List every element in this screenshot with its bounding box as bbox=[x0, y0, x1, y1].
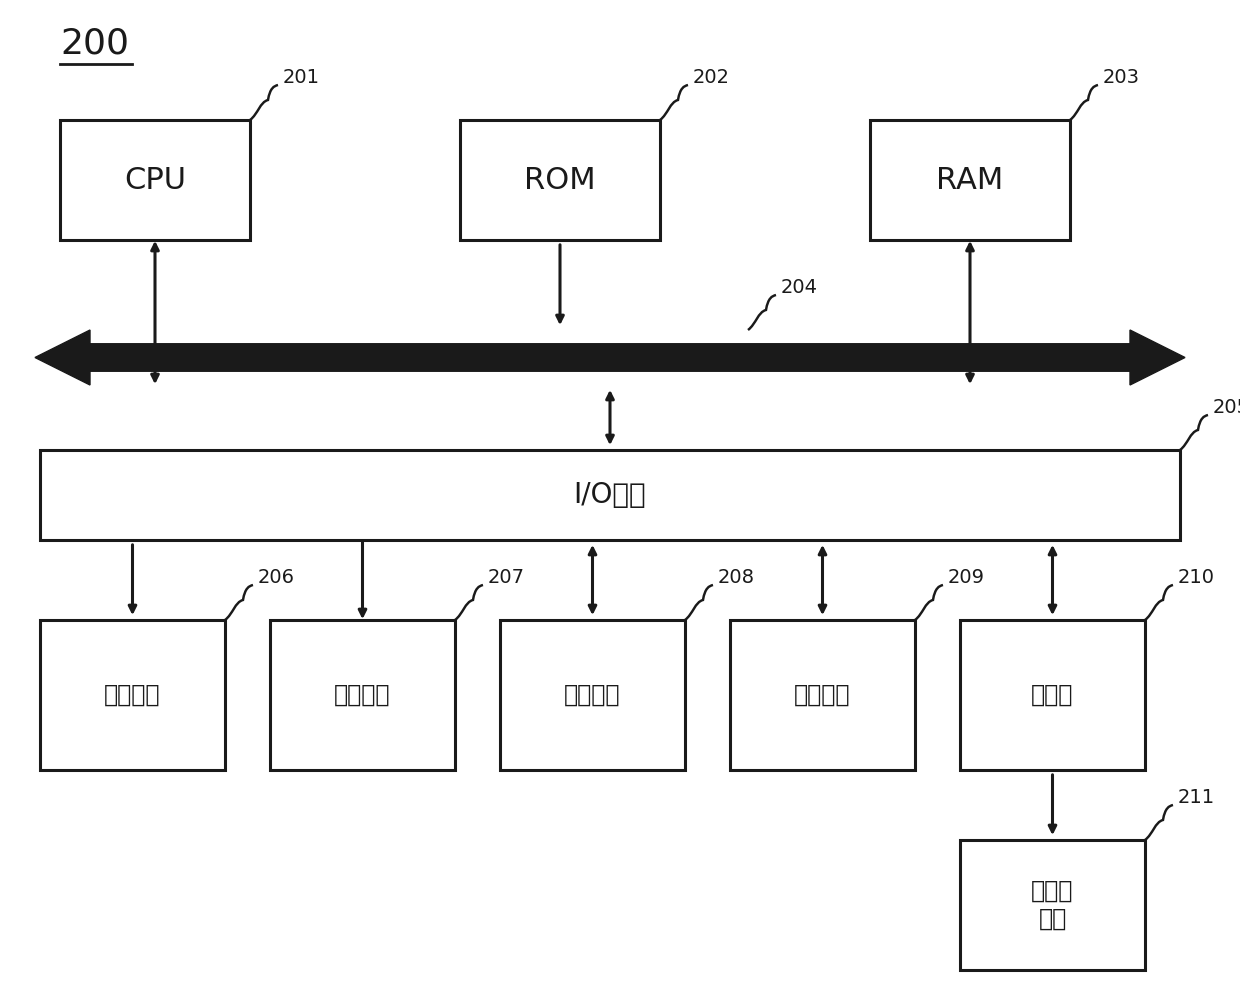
Bar bbox=[500, 620, 684, 770]
Text: 211: 211 bbox=[1178, 788, 1215, 807]
Text: 207: 207 bbox=[489, 568, 525, 587]
Bar bbox=[40, 450, 1180, 540]
Polygon shape bbox=[35, 330, 1185, 385]
Text: 通信部分: 通信部分 bbox=[795, 683, 851, 707]
Text: 储存部分: 储存部分 bbox=[564, 683, 621, 707]
Text: 输入部分: 输入部分 bbox=[104, 683, 161, 707]
Text: 203: 203 bbox=[1104, 68, 1140, 87]
Text: 201: 201 bbox=[283, 68, 320, 87]
Text: 205: 205 bbox=[1213, 397, 1240, 416]
Text: 206: 206 bbox=[258, 568, 295, 587]
Text: 输出部分: 输出部分 bbox=[335, 683, 391, 707]
Text: I/O接口: I/O接口 bbox=[574, 481, 646, 509]
Text: 204: 204 bbox=[781, 278, 818, 297]
Bar bbox=[270, 620, 455, 770]
Text: 202: 202 bbox=[693, 68, 730, 87]
Text: 可拆卸
介质: 可拆卸 介质 bbox=[1032, 879, 1074, 931]
Bar bbox=[960, 840, 1145, 970]
Bar bbox=[870, 120, 1070, 240]
Bar bbox=[460, 120, 660, 240]
Text: 210: 210 bbox=[1178, 568, 1215, 587]
Bar bbox=[40, 620, 224, 770]
Text: RAM: RAM bbox=[936, 165, 1003, 194]
Text: CPU: CPU bbox=[124, 165, 186, 194]
Bar bbox=[730, 620, 915, 770]
Text: 209: 209 bbox=[949, 568, 985, 587]
Bar bbox=[960, 620, 1145, 770]
Text: ROM: ROM bbox=[525, 165, 595, 194]
Text: 驱动器: 驱动器 bbox=[1032, 683, 1074, 707]
Bar bbox=[60, 120, 250, 240]
Text: 200: 200 bbox=[60, 26, 129, 60]
Text: 208: 208 bbox=[718, 568, 755, 587]
